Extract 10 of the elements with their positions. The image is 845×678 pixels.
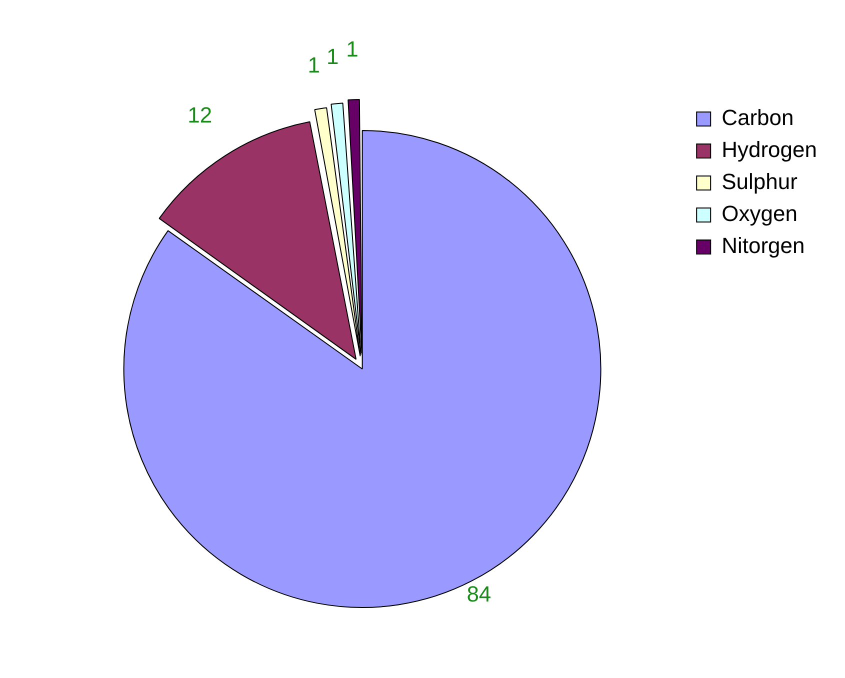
data-label: 84 [466, 581, 492, 606]
data-label: 1 [346, 36, 358, 62]
data-label: 12 [188, 102, 212, 128]
legend-label: Carbon [722, 105, 794, 130]
legend-label: Oxygen [722, 201, 798, 226]
data-label: 1 [326, 44, 339, 69]
data-label: 1 [308, 52, 320, 78]
legend-label: Nitorgen [722, 233, 805, 258]
legend-label: Sulphur [722, 169, 798, 194]
legend-label: Hydrogen [722, 137, 817, 162]
